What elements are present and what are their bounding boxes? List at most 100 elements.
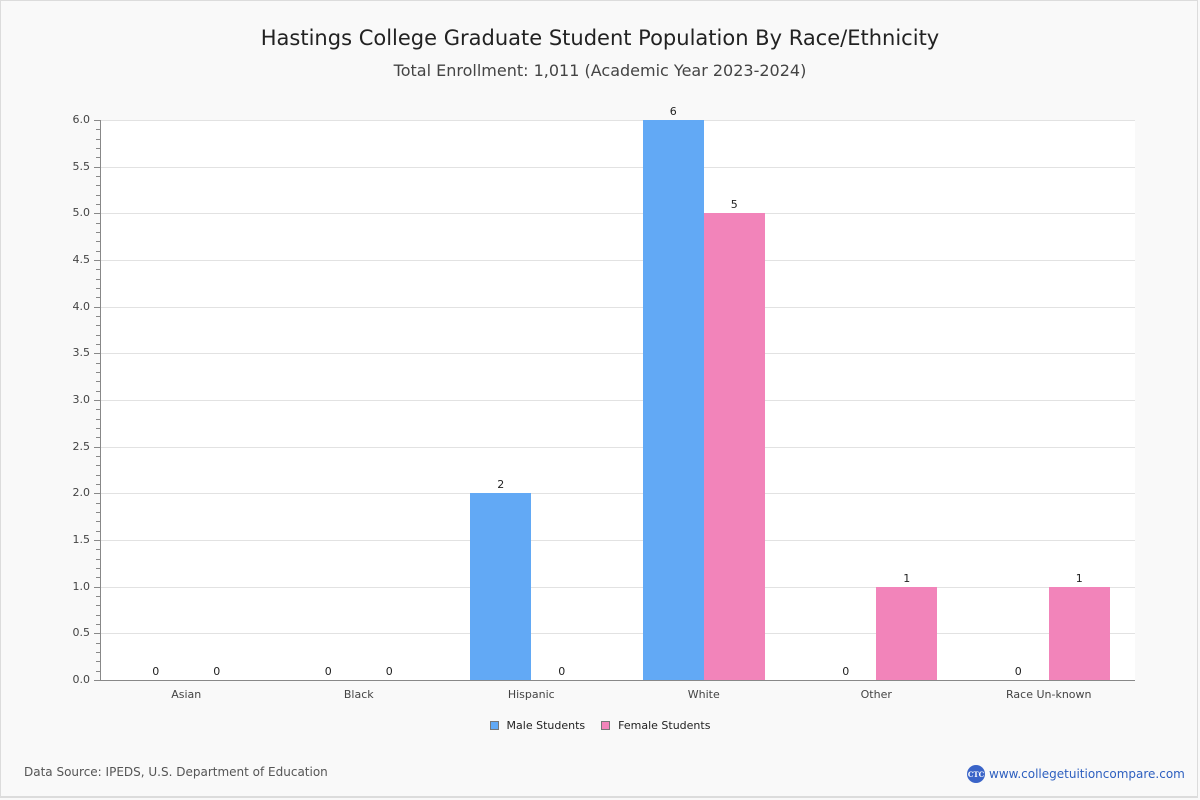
legend-label-male: Male Students	[506, 719, 586, 732]
y-tick	[96, 241, 100, 242]
y-tick	[94, 213, 100, 214]
y-tick-label: 2.0	[72, 486, 91, 500]
y-tick-label: 1.5	[72, 533, 91, 546]
y-tick-label: 0.5	[72, 626, 91, 640]
legend-item-male[interactable]: Male Students	[489, 719, 586, 732]
y-tick	[96, 381, 100, 382]
y-tick	[96, 195, 100, 196]
gridline	[100, 260, 1135, 261]
y-tick	[96, 129, 100, 130]
y-tick-label: 6.0	[72, 113, 91, 126]
bar-female[interactable]	[876, 586, 938, 680]
y-tick-label: 0.0	[72, 673, 91, 686]
y-tick	[96, 148, 100, 149]
y-tick	[96, 204, 100, 205]
y-tick	[96, 279, 100, 280]
gridline	[100, 633, 1135, 635]
x-tick-label: Asian	[171, 688, 202, 701]
y-tick	[94, 540, 100, 541]
y-tick	[94, 587, 100, 588]
y-tick	[94, 260, 100, 261]
bar-value-label: 6	[669, 105, 677, 118]
bar-value-label: 2	[497, 478, 505, 492]
x-tick-label: White	[687, 688, 720, 701]
y-tick	[94, 307, 100, 308]
gridline	[100, 353, 1135, 355]
gridline	[100, 306, 1135, 308]
x-tick-label: Black	[343, 688, 374, 701]
legend-label-female: Female Students	[618, 719, 711, 732]
y-tick	[96, 521, 100, 522]
y-tick	[96, 232, 100, 233]
y-tick	[94, 633, 100, 634]
brand-url: www.collegetuitioncompare.com	[989, 767, 1185, 781]
y-tick	[96, 652, 100, 653]
y-tick	[96, 577, 100, 578]
y-tick	[96, 288, 100, 289]
y-tick	[96, 139, 100, 140]
y-tick	[96, 503, 100, 504]
gridline	[100, 586, 1135, 588]
y-tick	[96, 335, 100, 336]
y-tick	[94, 680, 100, 681]
y-tick	[96, 605, 100, 606]
legend-swatch-male-icon	[489, 721, 499, 730]
y-tick	[96, 531, 100, 532]
y-tick	[96, 671, 100, 672]
y-tick	[96, 475, 100, 476]
y-tick-label: 3.0	[72, 393, 91, 406]
bar-value-label: 0	[213, 665, 221, 678]
bar-female[interactable]	[703, 213, 765, 680]
y-tick	[96, 372, 100, 373]
brand-link[interactable]: CTC www.collegetuitioncompare.com	[967, 765, 1185, 783]
chart-subtitle: Total Enrollment: 1,011 (Academic Year 2…	[393, 61, 807, 80]
bar-value-label: 0	[558, 665, 566, 678]
legend-swatch-female-icon	[601, 721, 611, 730]
y-tick	[94, 400, 100, 401]
y-tick	[96, 465, 100, 466]
bar-value-label: 1	[1075, 571, 1083, 585]
x-tick-label: Hispanic	[507, 688, 555, 701]
chart-title: Hastings College Graduate Student Popula…	[260, 26, 940, 50]
y-tick	[96, 596, 100, 597]
y-tick	[96, 297, 100, 298]
y-tick	[96, 419, 100, 420]
y-tick-label: 3.5	[72, 346, 91, 360]
y-tick	[96, 661, 100, 662]
bar-male[interactable]	[642, 120, 704, 680]
bar-value-label: 1	[903, 571, 911, 585]
y-tick	[96, 512, 100, 513]
bar-female[interactable]	[1048, 586, 1110, 680]
bar-value-label: 0	[324, 665, 332, 678]
gridline	[100, 493, 1135, 495]
plot-area	[100, 120, 1135, 680]
y-tick	[96, 223, 100, 224]
y-tick	[96, 363, 100, 364]
gridline	[100, 120, 1135, 121]
y-tick	[96, 409, 100, 410]
bar-value-label: 0	[152, 665, 160, 678]
y-tick	[96, 325, 100, 326]
y-tick	[94, 167, 100, 168]
y-tick	[96, 568, 100, 569]
y-tick	[96, 484, 100, 485]
y-tick-label: 4.5	[72, 253, 91, 266]
y-tick	[94, 447, 100, 448]
y-tick	[96, 344, 100, 345]
y-tick-label: 2.5	[72, 439, 91, 453]
y-tick-label: 4.0	[72, 299, 91, 313]
gridline	[100, 540, 1135, 541]
bar-value-label: 5	[730, 198, 738, 212]
gridline	[100, 166, 1135, 168]
ctc-logo-icon: CTC	[967, 765, 985, 783]
legend-item-female[interactable]: Female Students	[601, 719, 710, 732]
data-source: Data Source: IPEDS, U.S. Department of E…	[24, 765, 328, 779]
legend: Male Students Female Students	[0, 719, 1200, 732]
y-tick-label: 5.5	[72, 159, 91, 173]
y-tick	[96, 428, 100, 429]
y-tick	[96, 185, 100, 186]
y-tick	[96, 391, 100, 392]
bar-male[interactable]	[470, 493, 532, 680]
x-axis	[100, 680, 1135, 681]
x-tick-label: Other	[860, 688, 892, 701]
